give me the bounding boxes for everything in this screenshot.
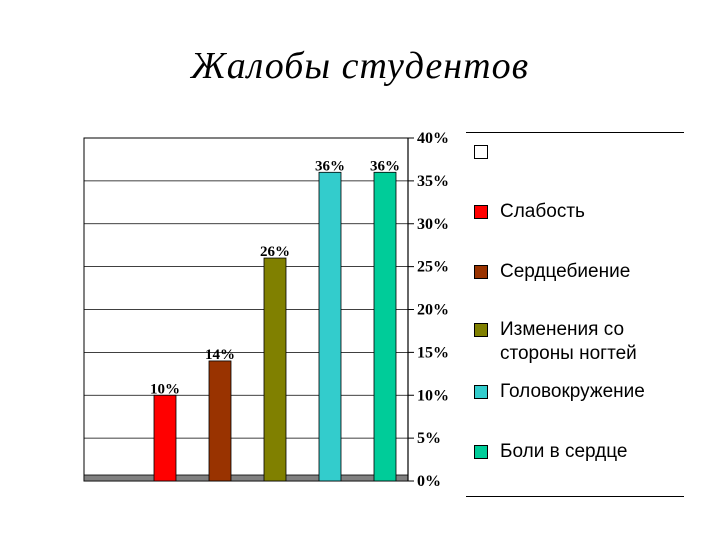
y-tick-label: 0% <box>417 473 441 490</box>
y-tick-label: 40% <box>417 130 449 147</box>
y-tick-label: 5% <box>417 430 441 447</box>
y-tick-label: 35% <box>417 173 449 190</box>
data-labels: 10% 14% 26% 36% 36% <box>150 158 400 397</box>
legend-swatch <box>474 445 488 459</box>
data-label: 26% <box>260 244 290 260</box>
data-label: 14% <box>205 347 235 363</box>
legend-swatch <box>474 385 488 399</box>
y-tick-label: 20% <box>417 302 449 319</box>
legend-label: Изменения со стороны ногтей <box>500 319 637 364</box>
legend-swatch <box>474 323 488 337</box>
legend-bottom-rule <box>466 496 684 497</box>
chart-floor <box>83 474 409 482</box>
legend-swatch <box>474 145 488 159</box>
legend: Слабость Сердцебиение Изменения со стороны… <box>466 132 684 497</box>
y-axis: 0% 5% 10% 15% 20% 25% 30% 35% 40% <box>407 130 449 490</box>
legend-swatch <box>474 265 488 279</box>
chart-title: Жалобы студентов <box>190 45 530 87</box>
gridlines <box>83 137 409 482</box>
bar <box>318 171 342 482</box>
data-label: 10% <box>150 381 180 397</box>
legend-top-rule <box>466 132 684 133</box>
bar <box>153 394 177 482</box>
bar <box>208 360 232 482</box>
legend-label: Сердцебиение <box>500 261 631 282</box>
legend-swatch <box>474 205 488 219</box>
data-label: 36% <box>370 158 400 174</box>
data-label: 36% <box>315 158 345 174</box>
y-tick-label: 10% <box>417 387 449 404</box>
legend-label: Головокружение <box>500 381 645 402</box>
y-tick-label: 15% <box>417 344 449 361</box>
bars <box>153 171 397 482</box>
legend-label: Боли в сердце <box>500 441 628 462</box>
bar <box>373 171 397 482</box>
bar <box>263 257 287 482</box>
legend-label: Слабость <box>500 201 585 222</box>
y-tick-label: 30% <box>417 216 449 233</box>
y-tick-label: 25% <box>417 259 449 276</box>
